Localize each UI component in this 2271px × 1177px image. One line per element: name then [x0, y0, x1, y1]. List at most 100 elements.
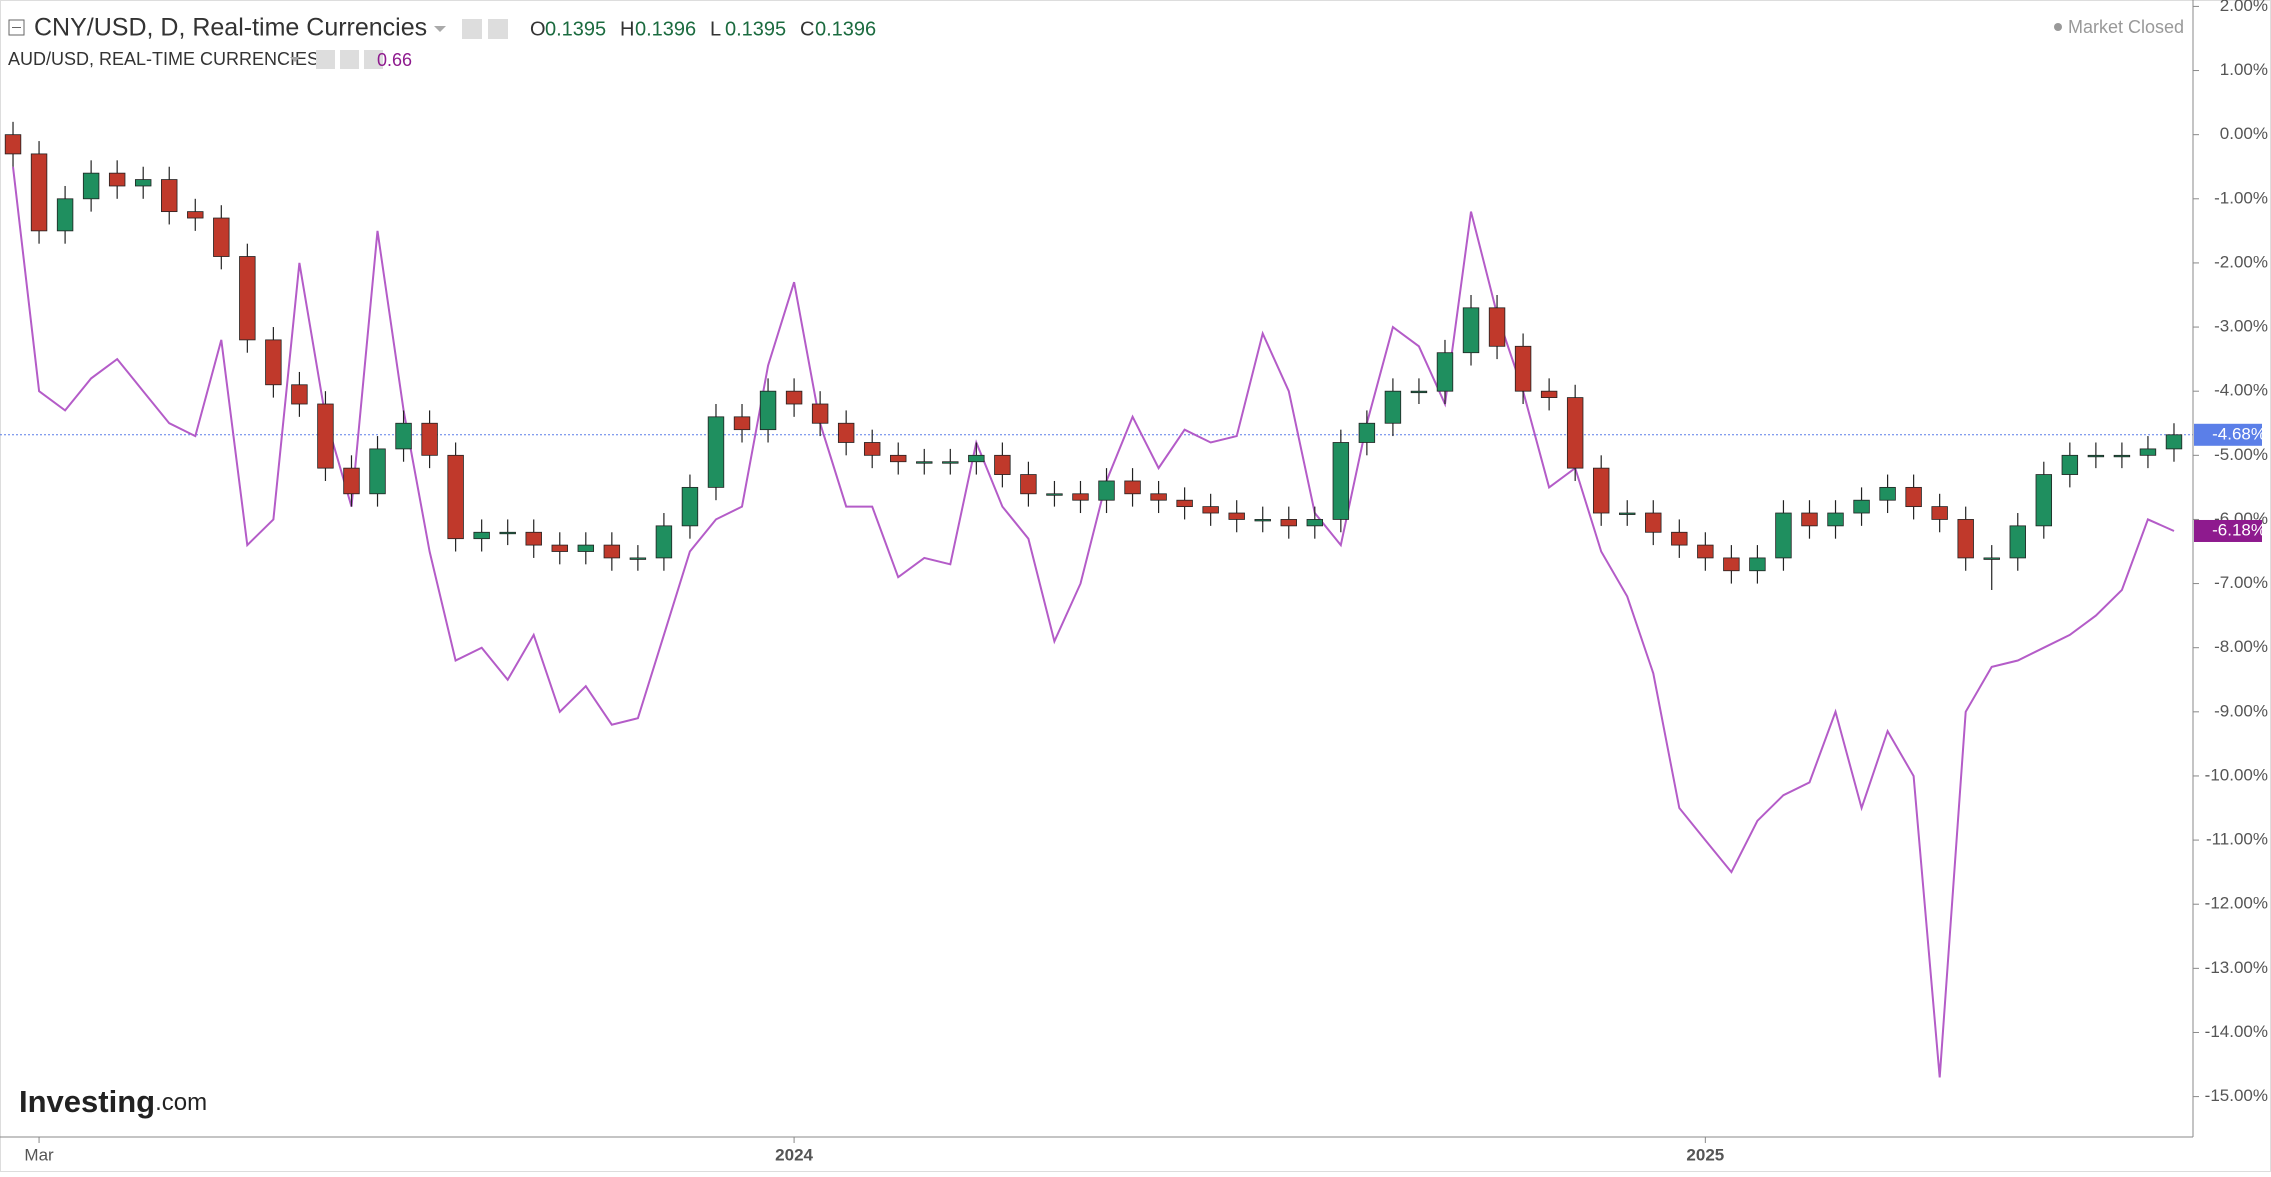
- candle-body: [343, 467, 360, 495]
- candle-body: [837, 422, 855, 443]
- candle-body: [447, 454, 464, 540]
- candle-body: [1540, 390, 1558, 398]
- gear-icon[interactable]: [488, 19, 508, 39]
- candle-body: [1645, 512, 1662, 533]
- candle-body: [30, 153, 48, 232]
- candle-body: [2087, 454, 2105, 458]
- candle-body: [1619, 512, 1636, 515]
- candle-body: [421, 422, 438, 456]
- candle-body: [1332, 442, 1350, 520]
- candle-body: [1202, 506, 1219, 514]
- y-tick-label: -3.00%: [2214, 317, 2268, 336]
- watermark-domain: .com: [155, 1089, 207, 1116]
- candle-body: [525, 531, 542, 546]
- candle-body: [994, 454, 1011, 475]
- ohlc-readout: O 0.1395 H 0.1396 L 0.1395 C 0.1396: [530, 18, 876, 40]
- candle-body: [187, 211, 204, 219]
- candle-body: [2139, 448, 2157, 456]
- ohlc-value: 0.1395: [725, 18, 786, 40]
- candle-body: [161, 179, 178, 213]
- y-tick-label: -11.00%: [2206, 830, 2268, 849]
- dropdown-arrow[interactable]: [290, 57, 300, 62]
- candle-body: [785, 390, 803, 405]
- y-tick-label: -5.00%: [2214, 445, 2268, 464]
- ohlc-key: C: [800, 18, 814, 40]
- watermark-brand: Investing.com: [19, 1084, 207, 1119]
- series-legend: AUD/USD, REAL-TIME CURRENCIES: [8, 49, 319, 69]
- dropdown-arrow[interactable]: [434, 26, 446, 32]
- eye-icon[interactable]: [316, 50, 335, 69]
- candle-body: [1124, 480, 1141, 495]
- y-tick-label: -7.00%: [2214, 573, 2268, 592]
- candle-body: [1827, 512, 1844, 527]
- candle-body: [629, 557, 647, 560]
- ohlc-value: 0.1396: [635, 18, 696, 40]
- candle-body: [2061, 454, 2079, 475]
- y-tick-label: -15.00%: [2205, 1086, 2268, 1105]
- candle-body: [1775, 512, 1792, 559]
- candle-body: [681, 486, 699, 527]
- candle-body: [1671, 531, 1688, 546]
- last-value-label: -6.18%: [2212, 520, 2266, 539]
- candle-body: [1801, 512, 1818, 527]
- candle-body: [1514, 345, 1532, 392]
- candle-body: [733, 416, 751, 431]
- candle-body: [1306, 519, 1324, 527]
- candle-body: [603, 544, 621, 559]
- candle-body: [655, 525, 673, 559]
- candle-body: [108, 172, 126, 187]
- eye-icon[interactable]: [462, 19, 482, 39]
- series-line: [12, 166, 2175, 1078]
- candle-body: [473, 531, 490, 540]
- watermark: Investing.com: [19, 1084, 207, 1119]
- candle-body: [1072, 493, 1089, 501]
- collapse-icon[interactable]: [8, 19, 25, 36]
- candle-body: [890, 454, 907, 463]
- x-tick-label: Mar: [24, 1145, 54, 1164]
- candle-body: [759, 390, 777, 431]
- candle-body: [1957, 519, 1974, 559]
- candle-body: [395, 422, 412, 450]
- main-title: CNY/USD, D, Real-time Currencies: [34, 14, 427, 42]
- candle-body: [1853, 499, 1870, 514]
- candle-body: [811, 403, 829, 424]
- y-tick-label: -14.00%: [2205, 1022, 2268, 1041]
- candle-body: [863, 442, 881, 456]
- candle-body: [1254, 519, 1271, 522]
- candle-body: [134, 179, 152, 187]
- candle-body: [1905, 486, 1922, 508]
- candle-body: [1098, 480, 1115, 501]
- market-status: Market Closed: [2068, 17, 2184, 37]
- y-tick-label: -2.00%: [2214, 252, 2268, 271]
- close-icon[interactable]: [364, 50, 383, 69]
- status-dot: [2054, 23, 2062, 31]
- x-tick-label: 2025: [1686, 1145, 1724, 1164]
- candle-body: [317, 403, 334, 469]
- candle-body: [2009, 525, 2026, 559]
- last-value-badge: [2194, 519, 2262, 542]
- y-tick-label: 0.00%: [2220, 124, 2268, 143]
- y-tick-label: -13.00%: [2205, 958, 2268, 977]
- y-tick-label: -4.00%: [2214, 381, 2268, 400]
- candle-body: [577, 544, 595, 552]
- candle-body: [707, 416, 725, 488]
- candle-body: [1723, 557, 1740, 572]
- x-tick-label: 2024: [775, 1145, 813, 1164]
- candle-body: [1566, 397, 1584, 469]
- last-value-badge: [2194, 423, 2262, 446]
- candle-body: [1879, 486, 1896, 501]
- candle-body: [265, 339, 282, 386]
- ohlc-key: H: [620, 18, 634, 40]
- candle-body: [1488, 307, 1506, 347]
- candle-body: [369, 448, 386, 495]
- candle-body: [1358, 422, 1376, 443]
- y-tick-label: -10.00%: [2205, 765, 2268, 784]
- ohlc-key: O: [530, 18, 546, 40]
- y-tick-label: -9.00%: [2214, 701, 2268, 720]
- candle-body: [1592, 467, 1610, 514]
- candle-body: [291, 384, 308, 405]
- candle-body: [2165, 434, 2183, 450]
- gear-icon[interactable]: [340, 50, 359, 69]
